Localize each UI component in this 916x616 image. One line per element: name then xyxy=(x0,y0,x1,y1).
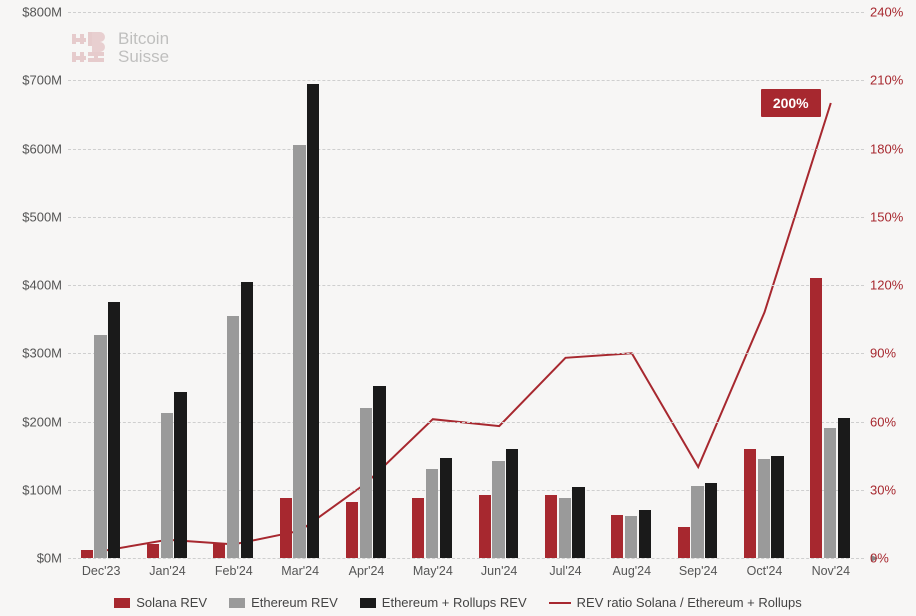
y-left-tick-label: $0M xyxy=(37,551,68,566)
y-left-tick-label: $700M xyxy=(22,73,68,88)
x-tick-label: May'24 xyxy=(413,558,453,578)
bar-ethereum-rev xyxy=(360,408,372,558)
bar-solana-rev xyxy=(81,550,93,558)
ratio-line-path xyxy=(101,103,831,551)
bar-ethereum-rev xyxy=(94,335,106,558)
y-right-tick-label: 150% xyxy=(864,209,903,224)
legend-swatch-icon xyxy=(229,598,245,608)
x-tick-label: Mar'24 xyxy=(281,558,319,578)
legend-item: REV ratio Solana / Ethereum + Rollups xyxy=(549,595,802,610)
legend-line-icon xyxy=(549,602,571,604)
bar-solana-rev xyxy=(147,544,159,558)
x-tick-label: Dec'23 xyxy=(82,558,121,578)
legend-swatch-icon xyxy=(360,598,376,608)
x-tick-label: Sep'24 xyxy=(679,558,718,578)
bar-ethereum-rev xyxy=(691,486,703,558)
bar-ethereum-rollups-rev xyxy=(307,84,319,558)
x-tick-label: Oct'24 xyxy=(747,558,783,578)
bar-ethereum-rev xyxy=(758,459,770,558)
y-right-tick-label: 210% xyxy=(864,73,903,88)
legend: Solana REV Ethereum REV Ethereum + Rollups… xyxy=(0,595,916,610)
bar-ethereum-rev xyxy=(559,498,571,558)
bar-ethereum-rollups-rev xyxy=(771,456,783,558)
y-left-tick-label: $200M xyxy=(22,414,68,429)
bar-ethereum-rollups-rev xyxy=(241,282,253,558)
bar-solana-rev xyxy=(280,498,292,558)
grid-line xyxy=(68,217,864,218)
y-right-tick-label: 240% xyxy=(864,5,903,20)
y-right-tick-label: 0% xyxy=(864,551,889,566)
bar-ethereum-rollups-rev xyxy=(440,458,452,558)
bar-solana-rev xyxy=(611,515,623,558)
legend-label: Ethereum REV xyxy=(251,595,338,610)
x-tick-label: Nov'24 xyxy=(812,558,851,578)
x-tick-label: Apr'24 xyxy=(349,558,385,578)
bar-solana-rev xyxy=(678,527,690,558)
y-right-tick-label: 180% xyxy=(864,141,903,156)
y-right-tick-label: 30% xyxy=(864,482,896,497)
bar-solana-rev xyxy=(479,495,491,558)
y-left-tick-label: $500M xyxy=(22,209,68,224)
bar-ethereum-rollups-rev xyxy=(108,302,120,558)
y-left-tick-label: $100M xyxy=(22,482,68,497)
bar-solana-rev xyxy=(810,278,822,558)
x-tick-label: Jul'24 xyxy=(549,558,581,578)
bar-solana-rev xyxy=(412,498,424,558)
legend-item: Ethereum REV xyxy=(229,595,338,610)
legend-item: Solana REV xyxy=(114,595,207,610)
bar-ethereum-rollups-rev xyxy=(705,483,717,558)
grid-line xyxy=(68,558,864,559)
bar-ethereum-rollups-rev xyxy=(373,386,385,558)
grid-line xyxy=(68,12,864,13)
legend-label: REV ratio Solana / Ethereum + Rollups xyxy=(577,595,802,610)
x-tick-label: Feb'24 xyxy=(215,558,253,578)
legend-label: Solana REV xyxy=(136,595,207,610)
bar-solana-rev xyxy=(744,449,756,558)
bar-ethereum-rev xyxy=(492,461,504,558)
callout-200pct: 200% xyxy=(761,89,821,117)
bar-ethereum-rollups-rev xyxy=(506,449,518,558)
bar-ethereum-rev xyxy=(227,316,239,558)
grid-line xyxy=(68,80,864,81)
x-tick-label: Jan'24 xyxy=(149,558,185,578)
y-right-tick-label: 90% xyxy=(864,346,896,361)
bar-ethereum-rev xyxy=(625,516,637,558)
bar-ethereum-rollups-rev xyxy=(572,487,584,558)
bar-ethereum-rev xyxy=(293,145,305,558)
x-tick-label: Jun'24 xyxy=(481,558,517,578)
bar-solana-rev xyxy=(545,495,557,558)
bar-ethereum-rollups-rev xyxy=(174,392,186,558)
legend-label: Ethereum + Rollups REV xyxy=(382,595,527,610)
bar-solana-rev xyxy=(346,502,358,558)
y-left-tick-label: $300M xyxy=(22,346,68,361)
grid-line xyxy=(68,422,864,423)
bar-ethereum-rev xyxy=(426,469,438,558)
grid-line xyxy=(68,353,864,354)
bar-solana-rev xyxy=(213,543,225,558)
y-right-tick-label: 60% xyxy=(864,414,896,429)
bar-ethereum-rollups-rev xyxy=(639,510,651,558)
y-right-tick-label: 120% xyxy=(864,278,903,293)
bar-ethereum-rev xyxy=(824,428,836,558)
legend-swatch-icon xyxy=(114,598,130,608)
grid-line xyxy=(68,285,864,286)
bar-ethereum-rev xyxy=(161,413,173,558)
y-left-tick-label: $400M xyxy=(22,278,68,293)
plot-area: 200% ▸ $0M0%$100M30%$200M60%$300M90%$400… xyxy=(68,12,864,558)
legend-item: Ethereum + Rollups REV xyxy=(360,595,527,610)
x-tick-label: Aug'24 xyxy=(613,558,652,578)
y-left-tick-label: $600M xyxy=(22,141,68,156)
y-left-tick-label: $800M xyxy=(22,5,68,20)
bar-ethereum-rollups-rev xyxy=(838,418,850,558)
grid-line xyxy=(68,149,864,150)
chart-container: Bitcoin Suisse 200% ▸ $0M0%$100M30%$200M… xyxy=(0,0,916,616)
